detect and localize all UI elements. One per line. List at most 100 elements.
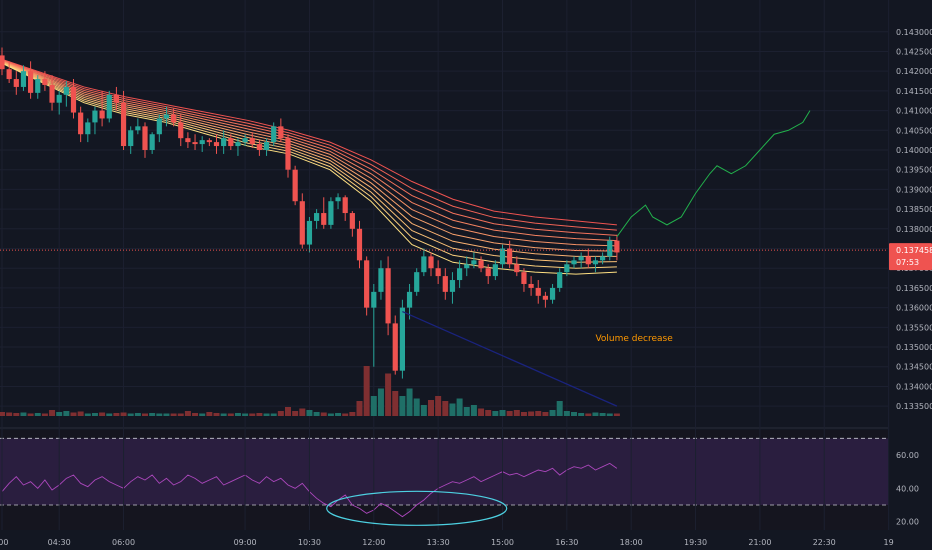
volume-bar	[420, 405, 427, 416]
volume-bar	[556, 401, 563, 416]
volume-bar	[313, 412, 320, 416]
volume-bar	[277, 411, 284, 416]
volume-bar	[299, 408, 306, 416]
candle-body	[564, 264, 570, 273]
candle-body	[478, 260, 484, 269]
ema-ribbon	[1, 58, 617, 275]
volume-bar	[163, 413, 170, 416]
candle-body	[56, 94, 62, 103]
volume-bar	[335, 413, 342, 416]
candle-body	[399, 307, 405, 371]
volume-bar	[492, 411, 499, 416]
time-tick-label: 18:00	[620, 538, 643, 547]
ema-ribbon-line	[1, 59, 617, 231]
volume-bar	[528, 411, 535, 416]
drawings: Volume decrease	[0, 110, 888, 526]
volume-bar	[0, 412, 5, 416]
volume-bar	[549, 410, 556, 416]
volume-bar	[470, 405, 477, 416]
volume-bar	[27, 413, 34, 416]
volume-bar	[6, 412, 13, 416]
volume-bar	[377, 388, 384, 416]
volume-bar	[63, 411, 70, 416]
time-tick-label: 06:00	[112, 538, 135, 547]
time-tick-label: 12:00	[362, 538, 385, 547]
price-tick-label: 0.139500	[896, 166, 932, 175]
volume-bar	[270, 413, 277, 416]
volume-bar	[206, 412, 213, 416]
candle-body	[535, 287, 541, 296]
volume-bar	[535, 411, 542, 416]
candle-body	[321, 213, 327, 225]
candle-body	[449, 280, 456, 292]
volume-bar	[320, 412, 327, 416]
candle-body	[335, 197, 341, 202]
candle-body	[6, 69, 12, 80]
price-tick-label: 0.141500	[896, 87, 932, 96]
candle-body	[542, 295, 548, 300]
candle-body	[99, 110, 105, 119]
volume-bar	[563, 411, 570, 416]
candle-body	[113, 94, 119, 103]
annotation-text: Volume decrease	[595, 334, 673, 344]
volume-bar	[571, 412, 577, 416]
volume-bar	[99, 412, 106, 416]
candle-body	[106, 94, 112, 119]
volume-bar	[506, 411, 513, 416]
volume-bar	[449, 403, 456, 416]
candle-body	[221, 138, 227, 147]
price-tick-label: 0.138500	[896, 205, 932, 214]
time-tick-label: 22:30	[813, 538, 836, 547]
candle-body	[314, 213, 320, 221]
time-tick-label: 13:30	[427, 538, 450, 547]
volume-bar	[170, 413, 177, 416]
price-tag-box	[889, 243, 932, 271]
volume-bar	[77, 411, 84, 416]
price-tick-label: 0.134000	[896, 382, 932, 391]
volume-bar	[20, 412, 27, 416]
volume-bar	[306, 410, 313, 416]
candle-body	[442, 276, 448, 292]
candle-body	[120, 102, 127, 147]
volume-bar	[220, 413, 227, 416]
volume-bar	[463, 407, 470, 416]
ema-ribbon-line	[1, 61, 617, 263]
rsi-highlight-ellipse	[326, 490, 508, 526]
volume-bar	[542, 412, 549, 416]
candle-body	[349, 213, 355, 229]
volume-bar	[242, 413, 249, 416]
candle-body	[421, 256, 427, 273]
price-tick-label: 0.142500	[896, 47, 932, 56]
volume-bar	[49, 410, 56, 416]
volume-bar	[91, 413, 98, 416]
candle-body	[13, 79, 19, 87]
candle-body	[428, 256, 434, 269]
candle-body	[356, 228, 363, 261]
ema-ribbon-line	[1, 61, 617, 257]
volume-bar	[13, 413, 20, 416]
candle-body	[149, 134, 155, 150]
volume-bar	[70, 412, 77, 416]
price-tick-label: 0.133500	[896, 402, 932, 411]
volume-bar	[599, 413, 606, 416]
candle-body	[228, 138, 234, 147]
volume-bar	[349, 412, 356, 416]
price-tag: 0.137458 07:53	[889, 243, 932, 271]
time-tick-label: 09:00	[234, 538, 257, 547]
candle-body	[607, 240, 613, 257]
candle-body	[235, 142, 241, 147]
volume-bar	[385, 373, 392, 416]
candle-body	[392, 323, 398, 371]
time-axis[interactable]: :00 04:30 06:00 09:00 10:30 12:00 13:30 15:00 16…	[0, 538, 932, 547]
volume-bar	[134, 413, 141, 416]
candle-body	[378, 268, 384, 292]
price-tick-label: 0.140500	[896, 126, 932, 135]
volume-bar	[435, 396, 442, 416]
rsi-pane: 60.00 40.00 20.00	[0, 427, 919, 530]
candle-body	[20, 71, 27, 87]
volume-bar	[263, 413, 270, 416]
candle-body	[306, 220, 313, 245]
volume-bar	[184, 411, 191, 416]
candle-body	[242, 138, 248, 143]
